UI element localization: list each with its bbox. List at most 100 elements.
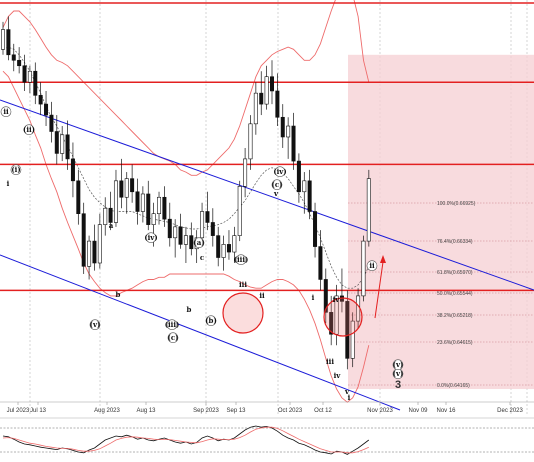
candle-body-50: [269, 76, 274, 92]
candle-body-37: [200, 211, 205, 239]
candle-body-40: [216, 235, 221, 258]
projection-arrow: [374, 255, 386, 319]
wave-circle-9: [235, 254, 247, 266]
x-tick-label-8: Nov 2023: [367, 408, 393, 414]
candle-body-22: [119, 180, 124, 198]
candle-body-26: [140, 193, 145, 212]
candle-body-45: [243, 158, 248, 187]
highlight-circle-right: [323, 297, 363, 337]
candle-body-34: [183, 235, 188, 245]
candle-body-42: [226, 244, 231, 253]
x-tick-label-4: Sep 2023: [193, 408, 219, 414]
bollinger-bands: [2, 0, 370, 403]
candle-body-60: [323, 279, 328, 313]
candle-body-13: [70, 158, 75, 182]
fib-label-1: 76.4%(0.66334): [437, 239, 473, 245]
x-axis: Jul 2023 Jul 13 Aug 2023 Aug 13 Sep 2023 Sep …: [0, 401, 534, 414]
wave-label-7: (a): [193, 238, 204, 247]
candle-body-29: [157, 196, 162, 214]
wave-circle-2: [10, 164, 22, 175]
candle-body-27: [146, 193, 151, 225]
wave-label-5: (iv): [144, 233, 157, 242]
wave-label-22: iv: [334, 371, 342, 380]
candle-body-64: [345, 301, 350, 359]
wave-label-29: 3: [395, 379, 401, 391]
wave-label-3: i: [7, 179, 10, 188]
channel-lower-line: [0, 254, 401, 411]
candle-body-47: [253, 92, 258, 125]
highlight-circle-left: [222, 292, 264, 334]
wave-circle-10: [89, 319, 101, 331]
candle-body-7: [38, 95, 43, 105]
wave-label-20: iv: [333, 295, 341, 304]
x-tick-label-11: Dec 2023: [497, 408, 523, 414]
wave-labels: ii(ii)(i)ia(iv)b(a)c (iii)(v)b(b)(c)(iv)(…: [0, 106, 404, 402]
wave-label-23: i: [348, 393, 351, 402]
wave-circle-7: [193, 237, 205, 248]
candle-body-2: [11, 54, 16, 61]
wave-label-6: b: [116, 290, 121, 299]
fib-label-4: 38.2%(0.65218): [437, 313, 473, 319]
candle-body-56: [302, 180, 307, 193]
candle-body-16: [87, 240, 92, 267]
candle-body-59: [318, 246, 323, 280]
wave-circle-28: [392, 359, 404, 371]
candle-body-43: [232, 235, 237, 253]
candle-body-44: [237, 186, 242, 236]
wave-label-4: a: [109, 221, 114, 230]
candle-body-21: [113, 180, 118, 223]
oscillator-panel: [0, 417, 534, 455]
projection-arrow-shaft: [374, 261, 384, 319]
candle-body-17: [92, 240, 97, 264]
wave-label-1: (ii): [23, 125, 35, 134]
candle-body-11: [60, 134, 65, 154]
wave-label-0: ii: [3, 107, 9, 116]
wave-label-18: ii: [259, 291, 265, 300]
candle-body-67: [361, 240, 366, 297]
projection-arrow-head: [380, 255, 386, 263]
candle-body-19: [103, 207, 108, 225]
wave-circle-15: [271, 179, 283, 190]
wave-circle-1: [23, 124, 35, 135]
fib-label-6: 0.0%(0.64165): [437, 383, 470, 389]
candle-body-46: [248, 123, 253, 160]
candle-body-30: [162, 196, 167, 220]
candle-body-28: [151, 213, 156, 225]
candle-body-6: [33, 70, 38, 96]
candle-body-53: [286, 125, 291, 138]
candle-body-48: [259, 92, 264, 105]
wave-label-11: b: [187, 305, 192, 314]
fibonacci-zone: [348, 54, 534, 390]
x-tick-label-10: Nov 16: [436, 408, 456, 414]
candle-body-9: [49, 114, 54, 132]
candle-body-32: [173, 226, 178, 239]
wave-circle-27: [366, 260, 378, 272]
wave-circle-5: [145, 232, 157, 243]
x-tick-label-1: Jul 13: [30, 408, 47, 414]
candle-body-62: [334, 295, 339, 335]
candle-body-20: [108, 207, 113, 223]
candle-body-25: [135, 191, 140, 212]
channel-upper-line: [0, 99, 534, 291]
candle-body-0: [0, 29, 6, 50]
candle-body-68: [366, 178, 371, 242]
wave-circle-0: [0, 106, 12, 117]
wave-label-2: (i): [11, 165, 20, 174]
oscillator-1-line: [2, 425, 370, 455]
candle-body-18: [97, 224, 102, 264]
candle-body-38: [205, 211, 210, 223]
candle-body-41: [221, 244, 226, 258]
x-tick-label-5: Sep 13: [226, 408, 246, 414]
candle-body-55: [296, 160, 301, 193]
candle-body-49: [264, 76, 269, 105]
candle-body-51: [275, 90, 280, 118]
wave-label-21: iii: [326, 357, 334, 366]
candle-body-10: [54, 131, 59, 154]
candle-body-35: [189, 235, 194, 250]
candle-body-57: [307, 180, 312, 212]
wave-label-12: (b): [205, 316, 217, 325]
fib-label-5: 23.6%(0.64615): [437, 340, 473, 346]
candle-body-12: [65, 134, 70, 160]
x-tick-label-3: Aug 13: [136, 408, 156, 414]
